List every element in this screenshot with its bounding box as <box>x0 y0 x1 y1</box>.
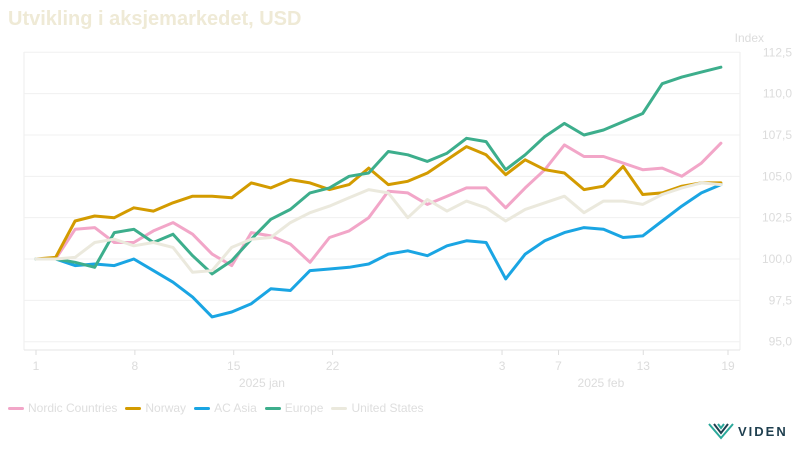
y-tick-label: 102,5 <box>762 211 792 225</box>
legend-item-united-states[interactable]: United States <box>331 401 424 415</box>
legend-item-europe[interactable]: Europe <box>264 401 324 415</box>
x-tick-label: 13 <box>637 359 651 373</box>
x-tick-label: 15 <box>227 359 241 373</box>
y-tick-label: 107,5 <box>762 128 792 142</box>
series-line-norway <box>34 145 723 261</box>
x-tick-label: 7 <box>555 359 562 373</box>
y-tick-label: 105,0 <box>762 169 792 183</box>
x-axis: 1 8 15 22 3 7 13 19 2025 jan 2025 feb <box>33 350 735 390</box>
x-tick-label: 19 <box>721 359 735 373</box>
x-month-label: 2025 jan <box>239 376 285 390</box>
x-month-label: 2025 feb <box>578 376 625 390</box>
viden-logo: VIDEN <box>708 422 788 440</box>
series-line-ac-asia <box>34 183 723 319</box>
legend: Nordic Countries Norway AC Asia Europe Unite… <box>8 401 424 415</box>
grid-lines <box>23 51 741 351</box>
y-tick-label: 95,0 <box>769 335 793 349</box>
legend-swatch <box>331 406 348 410</box>
legend-item-nordic-countries[interactable]: Nordic Countries <box>8 401 117 415</box>
series-line-nordic-countries <box>34 141 723 268</box>
legend-item-norway[interactable]: Norway <box>125 401 186 415</box>
legend-swatch <box>264 406 281 410</box>
legend-label: United States <box>351 401 424 415</box>
y-tick-label: 97,5 <box>769 293 793 307</box>
legend-label: AC Asia <box>214 401 257 415</box>
y-axis: 95,0 97,5 100,0 102,5 105,0 107,5 110,0 112,5In… <box>735 31 793 349</box>
y-tick-label: 100,0 <box>762 252 792 266</box>
y-tick-label: 110,0 <box>763 87 792 101</box>
series-line-europe <box>34 65 723 276</box>
series-line-united-states <box>34 181 723 274</box>
legend-label: Nordic Countries <box>28 401 118 415</box>
y-tick-label: 112,5 <box>763 45 792 59</box>
legend-label: Europe <box>284 401 324 415</box>
x-tick-label: 3 <box>499 359 506 373</box>
y-axis-label: Index <box>735 31 764 45</box>
viden-logo-icon <box>708 423 734 440</box>
series-lines <box>34 65 723 319</box>
logo-text: VIDEN <box>738 423 788 439</box>
chart-title: Utvikling i aksjemarkedet, USD <box>8 8 302 30</box>
legend-item-ac-asia[interactable]: AC Asia <box>194 401 257 415</box>
legend-label: Norway <box>145 401 187 415</box>
x-tick-label: 22 <box>326 359 340 373</box>
legend-swatch <box>125 406 142 410</box>
x-tick-label: 1 <box>33 359 40 373</box>
legend-swatch <box>194 406 211 410</box>
legend-swatch <box>8 406 24 410</box>
x-tick-label: 8 <box>132 359 139 373</box>
line-chart: 95,0 97,5 100,0 102,5 105,0 107,5 110,0 112,5In… <box>23 31 793 390</box>
